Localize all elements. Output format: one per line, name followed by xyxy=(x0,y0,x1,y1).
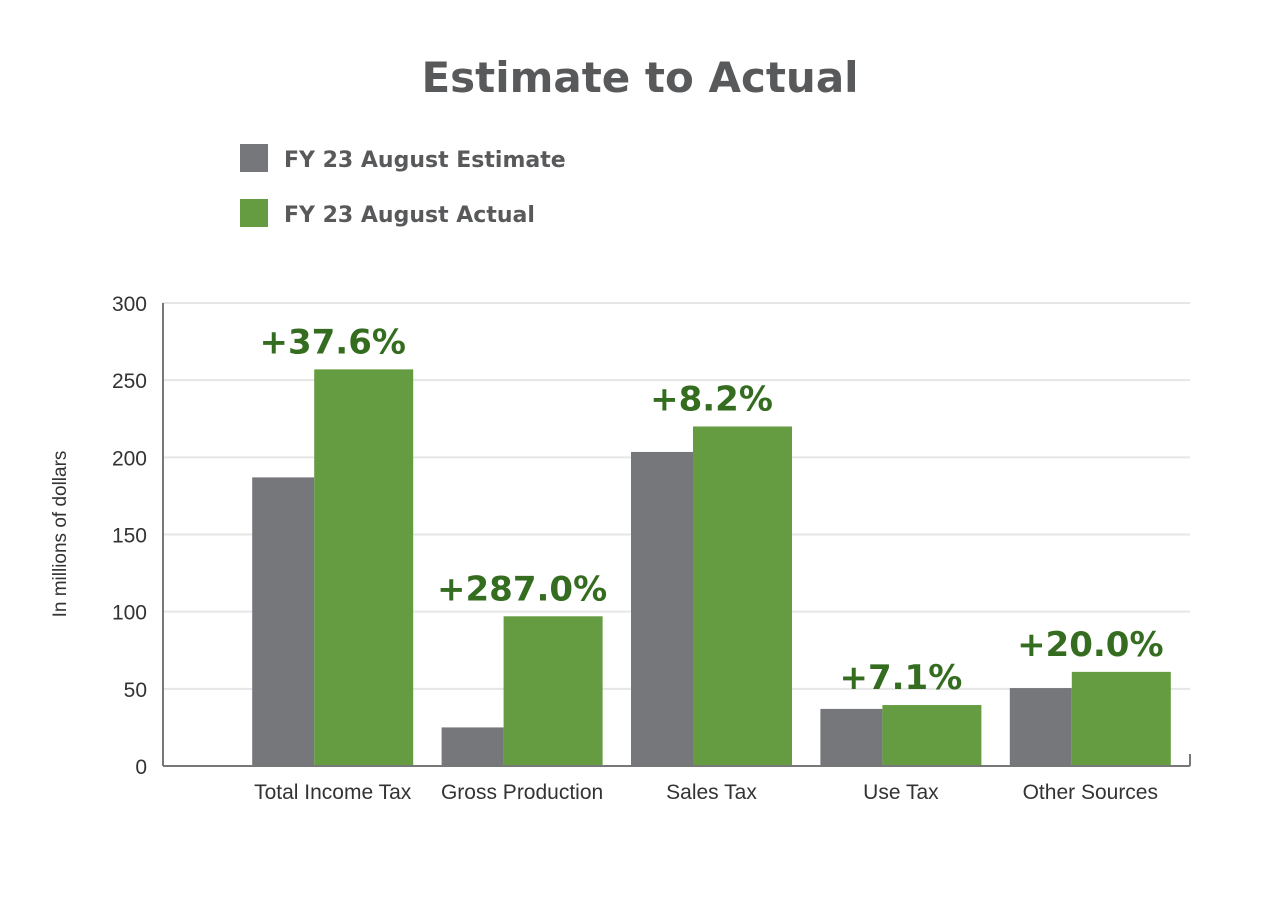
bar-estimate xyxy=(1009,688,1072,766)
axes: 0 50 100 150 200 250 300 Total Income Tax Gross … xyxy=(112,293,1191,804)
data-label: +7.1% xyxy=(840,658,963,698)
data-label: +287.0% xyxy=(437,569,607,609)
x-tick-label: Gross Production xyxy=(441,781,603,804)
bar-actual xyxy=(503,616,603,766)
y-tick-label: 150 xyxy=(112,525,147,548)
y-tick-label: 100 xyxy=(112,602,147,625)
x-tick-label: Use Tax xyxy=(863,781,939,804)
bars: +37.6% +287.0% +8.2% +7.1% +20.0% xyxy=(252,322,1171,766)
legend-label: FY 23 August Estimate xyxy=(284,148,566,173)
y-axis-label: In millions of dollars xyxy=(50,451,71,618)
x-tick-label: Total Income Tax xyxy=(254,781,412,804)
y-tick-label: 250 xyxy=(112,370,147,393)
y-tick-label: 300 xyxy=(112,293,147,316)
bar-actual xyxy=(1071,671,1171,766)
bar-actual xyxy=(882,705,982,766)
x-tick-label: Other Sources xyxy=(1023,781,1158,804)
x-tick-label: Sales Tax xyxy=(666,781,757,804)
chart-title: Estimate to Actual xyxy=(421,53,858,102)
y-tick-label: 0 xyxy=(135,756,147,779)
bar-estimate xyxy=(820,708,883,766)
data-label: +20.0% xyxy=(1017,625,1163,665)
data-label: +8.2% xyxy=(650,379,773,419)
bar-actual xyxy=(314,369,414,766)
bar-estimate xyxy=(252,477,315,766)
y-tick-label: 50 xyxy=(124,679,147,702)
bar-actual xyxy=(693,426,792,766)
y-tick-label: 200 xyxy=(112,447,147,470)
bar-estimate xyxy=(631,451,693,766)
bar-estimate xyxy=(441,727,504,766)
legend-swatch xyxy=(240,199,268,227)
legend-label: FY 23 August Actual xyxy=(284,203,535,228)
legend: FY 23 August Estimate FY 23 August Actual xyxy=(240,144,566,228)
legend-swatch xyxy=(240,144,268,172)
data-label: +37.6% xyxy=(259,322,405,362)
